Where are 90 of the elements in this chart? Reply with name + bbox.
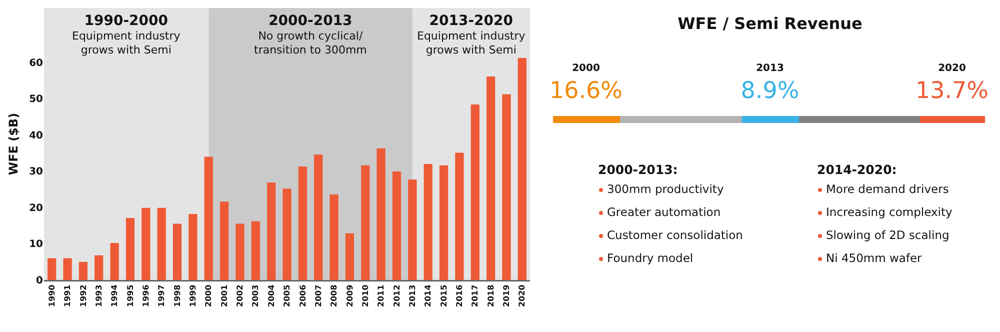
bar bbox=[470, 104, 480, 280]
bar bbox=[251, 221, 260, 280]
x-tick-label: 1997 bbox=[157, 284, 166, 307]
text: 2013 bbox=[755, 63, 785, 74]
text: Slowing of 2D scaling bbox=[826, 228, 950, 242]
bar bbox=[63, 258, 72, 280]
y-tick-label: 0 bbox=[36, 276, 44, 286]
x-tick-label: 2006 bbox=[298, 284, 308, 307]
x-tick-label: 2014 bbox=[424, 284, 433, 307]
text: WFE / Semi Revenue bbox=[676, 14, 864, 33]
bar bbox=[126, 218, 135, 280]
text: 2020 bbox=[937, 63, 967, 74]
y-tick-label: 40 bbox=[29, 130, 44, 142]
bar bbox=[204, 156, 213, 280]
x-tick-label: 2012 bbox=[392, 284, 402, 307]
text: 2000-2013: bbox=[598, 162, 678, 177]
y-axis-title: WFE ($B) bbox=[6, 112, 20, 176]
text: More demand drivers bbox=[826, 182, 949, 196]
bar bbox=[455, 152, 464, 280]
bar bbox=[142, 208, 150, 280]
x-tick-label: 2016 bbox=[455, 284, 464, 307]
x-tick-label: 2003 bbox=[251, 284, 260, 307]
x-tick-label: 2017 bbox=[470, 284, 480, 307]
text: Customer consolidation bbox=[607, 228, 743, 242]
band-label: 2000-2013 No growth cyclical/ transition to 300mm bbox=[254, 13, 367, 57]
bar bbox=[157, 208, 166, 280]
x-tick-label: 2001 bbox=[220, 284, 229, 307]
x-tick-label: 1993 bbox=[94, 284, 104, 307]
bar bbox=[94, 255, 104, 280]
x-tick-label: 2008 bbox=[330, 284, 339, 307]
x-tick-label: 2009 bbox=[345, 284, 354, 307]
bar bbox=[439, 165, 448, 280]
bar bbox=[282, 188, 292, 280]
bar bbox=[361, 165, 370, 280]
x-tick-label: 1991 bbox=[63, 284, 72, 307]
x-tick-label: 1990 bbox=[47, 284, 56, 307]
y-tick-label: 50 bbox=[29, 94, 44, 106]
text: 13.7% bbox=[914, 78, 990, 104]
y-tick-label: 10 bbox=[29, 239, 44, 250]
bar bbox=[376, 148, 386, 280]
x-tick-label: 2005 bbox=[282, 284, 292, 307]
x-tick-label: 2000 bbox=[204, 284, 214, 307]
bar bbox=[424, 164, 432, 280]
x-tick-label: 2010 bbox=[360, 284, 370, 307]
x-tick-label: 1995 bbox=[126, 284, 135, 307]
bar bbox=[267, 182, 276, 280]
band-label: 1990-2000 Equipment industry grows with Semi bbox=[72, 13, 181, 57]
bar bbox=[392, 172, 402, 280]
bar bbox=[220, 202, 229, 280]
text: 300mm productivity bbox=[607, 182, 724, 196]
x-tick-label: 1992 bbox=[78, 284, 88, 307]
x-tick-label: 2020 bbox=[518, 284, 527, 307]
y-tick-label: 20 bbox=[29, 202, 44, 214]
x-tick-label: 2015 bbox=[439, 284, 448, 307]
x-tick-label: 2004 bbox=[266, 284, 276, 307]
y-tick-label: 30 bbox=[29, 166, 44, 178]
bar bbox=[345, 233, 354, 280]
y-tick-label: 60 bbox=[29, 58, 44, 69]
bar bbox=[486, 76, 496, 280]
x-tick-label: 2007 bbox=[314, 284, 323, 307]
text: Ni 450mm wafer bbox=[826, 251, 922, 265]
bar bbox=[236, 224, 244, 280]
x-tick-label: 2002 bbox=[236, 284, 245, 307]
x-tick-label: 1994 bbox=[110, 284, 120, 307]
bar bbox=[298, 166, 307, 280]
text: 2014-2020: bbox=[817, 162, 897, 177]
x-tick-label: 2018 bbox=[486, 284, 496, 307]
bar bbox=[518, 58, 526, 280]
bar bbox=[110, 243, 119, 280]
bar bbox=[78, 262, 88, 280]
x-tick-label: 1996 bbox=[142, 284, 150, 307]
text: 2000 bbox=[571, 63, 601, 74]
text: Greater automation bbox=[607, 205, 721, 219]
bar bbox=[172, 224, 182, 280]
x-tick-label: 2013 bbox=[408, 284, 418, 307]
text: 8.9% bbox=[740, 78, 800, 104]
x-tick-label: 2011 bbox=[376, 284, 386, 307]
band-label: 2013-2020 Equipment industry grows with Semi bbox=[417, 13, 526, 57]
text: Increasing complexity bbox=[826, 205, 952, 219]
text: Foundry model bbox=[607, 251, 694, 265]
bar bbox=[48, 258, 56, 280]
x-tick-label: 2019 bbox=[502, 284, 512, 307]
text: 16.6% bbox=[548, 78, 624, 104]
bar bbox=[408, 180, 417, 280]
x-tick-label: 1999 bbox=[188, 284, 198, 307]
bar bbox=[502, 94, 511, 280]
bar bbox=[330, 194, 338, 280]
x-tick-label: 1998 bbox=[172, 284, 182, 307]
bar bbox=[314, 154, 323, 280]
bar bbox=[188, 214, 198, 280]
